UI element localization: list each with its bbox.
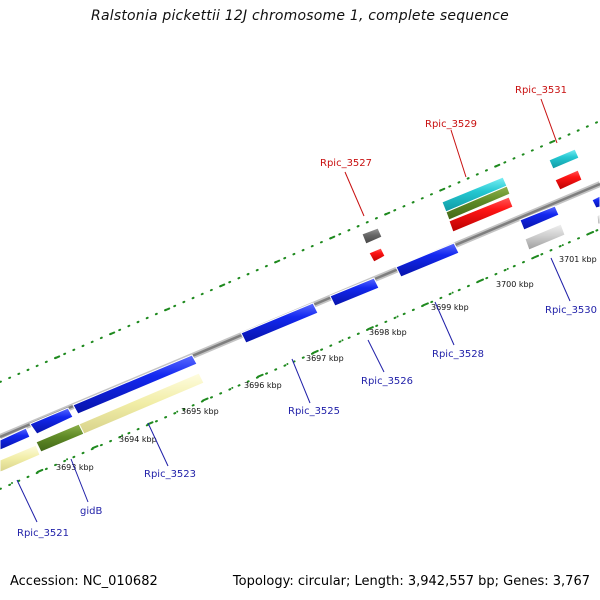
gene-feature-rpic-3527-gray[interactable] — [361, 227, 383, 245]
gene-feature-rpic-3521-left[interactable] — [0, 427, 31, 451]
gene-label-rpic-3528[interactable]: Rpic_3528 — [432, 349, 484, 360]
gene-feature-rpic-3526[interactable] — [329, 277, 380, 307]
gene-label-rpic-3526[interactable]: Rpic_3526 — [361, 376, 413, 387]
gene-feature-rpic-3523-yellow[interactable] — [78, 372, 205, 435]
gene-feature-right-edge-blue[interactable] — [591, 195, 600, 209]
gene-features — [0, 148, 600, 473]
gene-feature-rpic-3528[interactable] — [395, 242, 460, 278]
gene-feature-rpic-3529-olive[interactable] — [445, 185, 511, 221]
gene-label-rpic-3531[interactable]: Rpic_3531 — [515, 85, 567, 96]
gene-feature-rpic-3531-cyan[interactable] — [548, 148, 580, 170]
scale-labels: 3693 kbp 3694 kbp 3695 kbp 3696 kbp 3697… — [56, 255, 597, 472]
gene-feature-rpic-3529[interactable] — [448, 196, 514, 233]
gene-feature-rpic-3530-gray[interactable] — [524, 223, 566, 251]
gene-feature-rpic-3523[interactable] — [72, 354, 198, 415]
scale-label-3700: 3700 kbp — [496, 280, 534, 289]
scale-label-3698: 3698 kbp — [369, 328, 407, 337]
gene-feature-rpic-3522[interactable] — [29, 407, 74, 435]
scale-label-3695: 3695 kbp — [181, 407, 219, 416]
gene-feature-rpic-3525[interactable] — [240, 302, 319, 344]
gene-callouts — [16, 98, 571, 523]
gene-feature-gidb-yellow[interactable] — [0, 444, 41, 473]
genome-summary-text: Topology: circular; Length: 3,942,557 bp… — [232, 574, 590, 589]
scale-label-3697: 3697 kbp — [306, 354, 344, 363]
lower-tick-track — [0, 228, 600, 490]
gene-label-rpic-3529[interactable]: Rpic_3529 — [425, 119, 477, 130]
scale-label-3699: 3699 kbp — [431, 303, 469, 312]
scale-label-3701: 3701 kbp — [559, 255, 597, 264]
gene-label-gidb[interactable]: gidB — [80, 506, 102, 517]
gene-label-rpic-3530[interactable]: Rpic_3530 — [545, 305, 597, 316]
gene-feature-right-edge-gray[interactable] — [596, 213, 600, 225]
gene-feature-rpic-3527[interactable] — [368, 247, 386, 263]
gene-label-rpic-3527[interactable]: Rpic_3527 — [320, 158, 372, 169]
gene-labels: Rpic_3531 Rpic_3529 Rpic_3527 Rpic_3530 … — [17, 85, 597, 539]
gene-label-rpic-3525[interactable]: Rpic_3525 — [288, 406, 340, 417]
scale-label-3696: 3696 kbp — [244, 381, 282, 390]
map-title: Ralstonia pickettii 12J chromosome 1, co… — [91, 8, 509, 24]
gene-label-rpic-3523[interactable]: Rpic_3523 — [144, 469, 196, 480]
gene-feature-rpic-3531[interactable] — [554, 169, 583, 191]
accession-text: Accession: NC_010682 — [10, 574, 158, 589]
scale-label-3694: 3694 kbp — [119, 435, 157, 444]
gene-feature-rpic-3530-blue[interactable] — [519, 205, 560, 231]
upper-tick-track — [0, 120, 600, 383]
gene-label-rpic-3521[interactable]: Rpic_3521 — [17, 528, 69, 539]
